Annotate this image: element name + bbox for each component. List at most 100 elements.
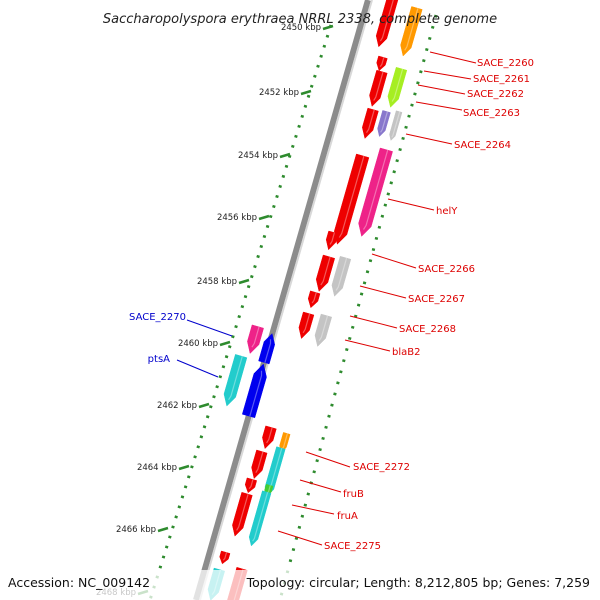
ruler-tick <box>219 340 231 347</box>
ruler-tick-label: 2456 kbp <box>217 213 257 223</box>
gene-label[interactable]: SACE_2275 <box>324 541 381 552</box>
gene-feature-red[interactable] <box>251 449 268 479</box>
gene-shading <box>373 71 384 101</box>
ruler-ticks: 2450 kbp 2452 kbp 2454 kbp 2456 kbp 2458 kbp… <box>96 23 334 598</box>
gene-shading <box>379 57 385 68</box>
gene-feature-yellowgreen[interactable] <box>387 66 408 108</box>
gene-label[interactable]: SACE_2272 <box>353 462 410 473</box>
ruler-tick-label: 2462 kbp <box>157 401 197 411</box>
backbone-line <box>193 0 371 600</box>
label-leader-line <box>349 315 398 329</box>
gene-label[interactable]: fruA <box>337 511 358 522</box>
ruler-tick-label: 2464 kbp <box>137 463 177 473</box>
gene-shading <box>248 479 254 490</box>
gene-shading <box>338 155 365 238</box>
gene-label[interactable]: blaB2 <box>392 347 420 358</box>
gene-label[interactable]: SACE_2264 <box>454 140 511 151</box>
gene-feature-red[interactable] <box>325 230 339 251</box>
gene-label[interactable]: ptsA <box>148 354 170 365</box>
label-leader-line <box>277 530 323 546</box>
gene-feature-grey[interactable] <box>389 110 403 141</box>
label-leaders <box>176 51 477 546</box>
gene-features <box>207 0 423 600</box>
label-leader-line <box>359 285 407 299</box>
ruler-tick <box>300 89 312 96</box>
gene-shading <box>249 370 263 417</box>
gene-feature-cyan[interactable] <box>223 354 248 407</box>
gene-label[interactable]: SACE_2262 <box>467 89 524 100</box>
gene-labels: SACE_2260 SACE_2261 SACE_2262 SACE_2263 SACE… <box>129 58 534 552</box>
label-leader-line <box>405 133 453 145</box>
gene-shading <box>335 257 348 291</box>
gene-feature-red[interactable] <box>362 107 379 139</box>
gene-feature-grey[interactable] <box>331 255 352 297</box>
gene-feature-red[interactable] <box>262 425 277 450</box>
gene-label[interactable]: SACE_2270 <box>129 312 186 323</box>
gene-label[interactable]: fruB <box>343 489 364 500</box>
gene-label[interactable]: SACE_2268 <box>399 324 456 335</box>
gene-label[interactable]: SACE_2267 <box>408 294 465 305</box>
footer-background <box>0 570 600 600</box>
gene-shading <box>379 0 394 42</box>
ruler-tick <box>258 214 270 221</box>
gene-feature-red[interactable] <box>298 311 315 339</box>
label-leader-line <box>417 84 466 95</box>
gene-shading <box>236 494 249 531</box>
label-leader-line <box>423 70 472 80</box>
gene-shading <box>251 326 260 348</box>
gene-feature-red[interactable] <box>369 69 388 107</box>
gene-shading <box>329 232 335 245</box>
gene-shading <box>365 109 375 134</box>
ruler-tick-label: 2460 kbp <box>178 339 218 349</box>
ruler-tick-label: 2450 kbp <box>281 23 321 33</box>
gene-feature-cyan[interactable] <box>248 490 272 547</box>
gene-feature-orange[interactable] <box>400 6 423 57</box>
gene-shading <box>252 492 269 542</box>
gene-label[interactable]: SACE_2261 <box>473 74 530 85</box>
gene-label[interactable]: SACE_2263 <box>463 108 520 119</box>
gene-shading <box>380 111 388 133</box>
gene-shading <box>302 313 311 334</box>
gene-shading <box>391 68 404 102</box>
gene-shading <box>318 315 329 342</box>
label-leader-line <box>387 198 435 211</box>
gene-label[interactable]: SACE_2260 <box>477 58 534 69</box>
gene-shading <box>228 356 243 401</box>
gene-feature-red[interactable] <box>376 55 388 72</box>
label-leader-line <box>429 51 477 64</box>
ruler-tick <box>322 24 334 31</box>
label-leader-line <box>291 504 335 515</box>
gene-shading <box>222 552 228 561</box>
gene-feature-purple[interactable] <box>377 110 391 137</box>
label-leader-line <box>415 101 463 111</box>
label-leader-line <box>344 339 391 352</box>
gene-feature-red[interactable] <box>307 290 321 309</box>
map-title: Saccharopolyspora erythraea NRRL 2338, c… <box>103 12 497 27</box>
gene-label[interactable]: SACE_2266 <box>418 264 475 275</box>
gene-feature-pink[interactable] <box>358 147 393 237</box>
gene-shading <box>255 451 264 474</box>
gene-shading <box>404 8 419 51</box>
gene-feature-red[interactable] <box>219 550 231 565</box>
gene-feature-red[interactable] <box>315 254 336 292</box>
label-leader-line <box>186 319 233 337</box>
gene-feature-blue[interactable] <box>241 363 267 419</box>
gene-label[interactable]: helY <box>436 206 458 217</box>
ruler-tick-label: 2452 kbp <box>259 88 299 98</box>
gene-feature-red[interactable] <box>244 477 258 494</box>
gene-feature-blue[interactable] <box>258 333 275 365</box>
gene-feature-red[interactable] <box>232 491 253 537</box>
gene-feature-red[interactable] <box>375 0 400 48</box>
gene-feature-grey[interactable] <box>314 313 333 347</box>
label-leader-line <box>305 451 351 468</box>
backbone-highlight <box>199 0 373 600</box>
ruler-tick <box>238 278 250 285</box>
ruler-tick-label: 2454 kbp <box>238 151 278 161</box>
genome-summary-text: Topology: circular; Length: 8,212,805 bp… <box>246 575 590 590</box>
accession-text: Accession: NC_009142 <box>8 575 150 590</box>
gene-feature-pink[interactable] <box>247 324 264 354</box>
ruler-tick-label: 2458 kbp <box>197 277 237 287</box>
ruler-tick-label: 2466 kbp <box>116 525 156 535</box>
ruler-tick <box>279 152 291 159</box>
